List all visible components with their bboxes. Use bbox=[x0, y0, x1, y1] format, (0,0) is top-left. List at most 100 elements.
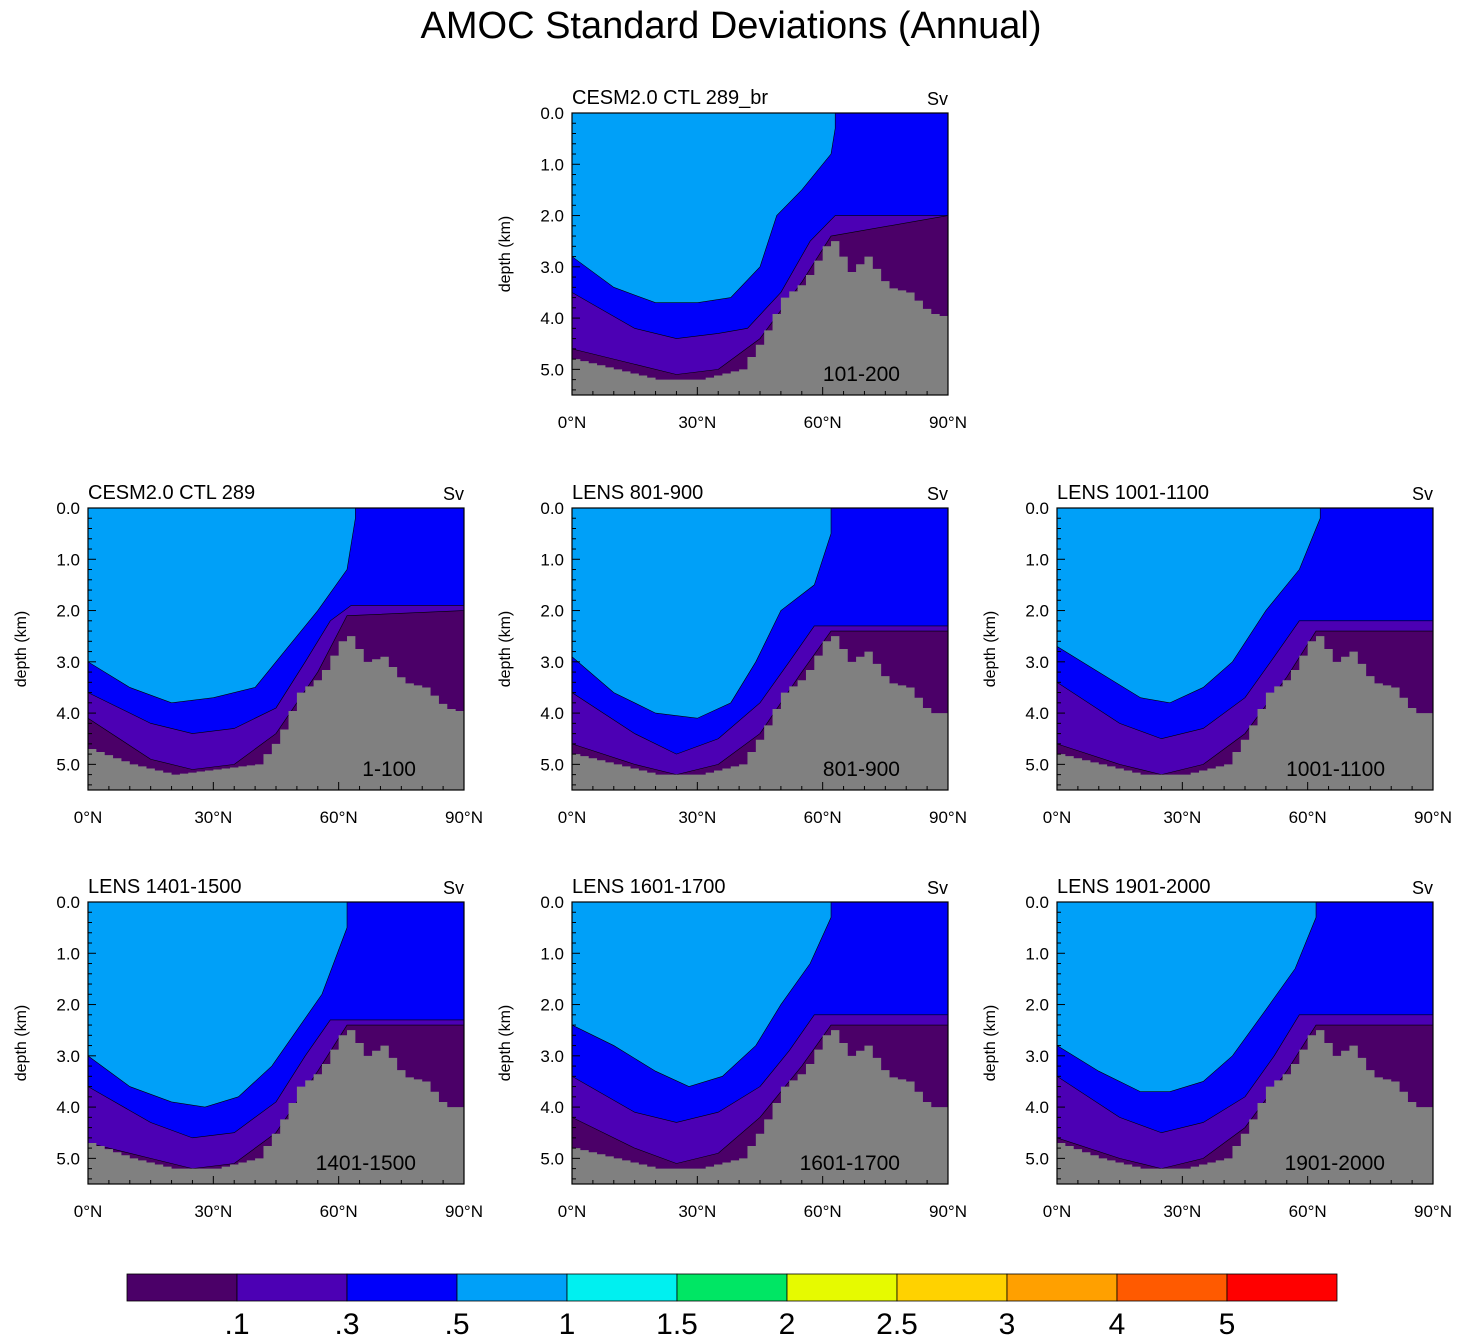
panel-units: Sv bbox=[927, 878, 948, 898]
y-tick-label: 3.0 bbox=[540, 653, 564, 672]
colorbar-swatch bbox=[1116, 1273, 1228, 1302]
panel-3: 0.0 1.0 2.0 3.0 4.0 5.0 0°N 30°N 60°N 90°N depth (… bbox=[497, 482, 967, 827]
colorbar-swatch bbox=[346, 1273, 458, 1302]
period-label: 1401-1500 bbox=[316, 1152, 416, 1175]
period-label: 1901-2000 bbox=[1285, 1152, 1385, 1175]
x-tick-label: 90°N bbox=[929, 413, 967, 432]
y-tick-label: 3.0 bbox=[56, 653, 80, 672]
contour-level-0.5 bbox=[88, 902, 348, 1108]
y-tick-label: 2.0 bbox=[56, 602, 80, 621]
panel-4: 0.0 1.0 2.0 3.0 4.0 5.0 0°N 30°N 60°N 90°N depth (… bbox=[982, 482, 1452, 827]
contour-level-0.5 bbox=[572, 508, 832, 719]
panel-5: 0.0 1.0 2.0 3.0 4.0 5.0 0°N 30°N 60°N 90°N depth (… bbox=[13, 876, 483, 1221]
x-tick-label: 90°N bbox=[929, 808, 967, 827]
panels: 0.0 1.0 2.0 3.0 4.0 5.0 0°N 30°N 60°N 90°N depth (… bbox=[13, 87, 1452, 1221]
plot-area bbox=[88, 902, 464, 1184]
plot-area bbox=[88, 508, 464, 790]
y-tick-label: 4.0 bbox=[56, 1098, 80, 1117]
x-tick-label: 60°N bbox=[804, 1202, 842, 1221]
y-tick-label: 1.0 bbox=[56, 944, 80, 963]
y-axis-label: depth (km) bbox=[497, 216, 514, 292]
bathymetry bbox=[1057, 636, 1433, 790]
panel-title: LENS 1601-1700 bbox=[572, 876, 725, 898]
panel-1: 0.0 1.0 2.0 3.0 4.0 5.0 0°N 30°N 60°N 90°N depth (… bbox=[497, 87, 967, 432]
x-tick-label: 30°N bbox=[194, 808, 232, 827]
x-tick-label: 30°N bbox=[194, 1202, 232, 1221]
period-label: 1001-1100 bbox=[1286, 758, 1385, 781]
colorbar-label: 3 bbox=[999, 1308, 1016, 1341]
x-tick-label: 30°N bbox=[1163, 1202, 1201, 1221]
panel-units: Sv bbox=[927, 484, 948, 504]
bathymetry bbox=[88, 1030, 464, 1184]
y-tick-label: 5.0 bbox=[1025, 755, 1049, 774]
y-tick-label: 0.0 bbox=[56, 499, 80, 518]
period-label: 101-200 bbox=[823, 363, 900, 386]
bathymetry bbox=[88, 636, 464, 790]
y-tick-label: 1.0 bbox=[56, 550, 80, 569]
y-axis-label: depth (km) bbox=[13, 1005, 30, 1081]
panel-2: 0.0 1.0 2.0 3.0 4.0 5.0 0°N 30°N 60°N 90°N depth (… bbox=[13, 482, 483, 827]
y-tick-label: 1.0 bbox=[1025, 944, 1049, 963]
panel-title: LENS 1901-2000 bbox=[1057, 876, 1210, 898]
colorbar-label: 2 bbox=[779, 1308, 796, 1341]
x-tick-label: 0°N bbox=[558, 413, 587, 432]
panel-title: LENS 801-900 bbox=[572, 482, 703, 504]
y-axis-label: depth (km) bbox=[982, 611, 999, 687]
contour-level-0.5 bbox=[1057, 902, 1317, 1093]
contour-level-0.5 bbox=[88, 508, 356, 704]
y-tick-label: 1.0 bbox=[540, 550, 564, 569]
y-tick-label: 2.0 bbox=[1025, 602, 1049, 621]
y-tick-label: 3.0 bbox=[1025, 653, 1049, 672]
y-tick-label: 5.0 bbox=[56, 755, 80, 774]
y-tick-label: 5.0 bbox=[540, 1149, 564, 1168]
x-tick-label: 0°N bbox=[74, 1202, 103, 1221]
panel-title: LENS 1001-1100 bbox=[1057, 482, 1209, 504]
colorbar-label: .3 bbox=[334, 1308, 359, 1341]
y-tick-label: 2.0 bbox=[540, 602, 564, 621]
y-tick-label: 4.0 bbox=[56, 704, 80, 723]
panel-title: CESM2.0 CTL 289_br bbox=[572, 87, 768, 109]
colorbar-label: .1 bbox=[224, 1308, 249, 1341]
y-tick-label: 2.0 bbox=[540, 996, 564, 1015]
x-tick-label: 60°N bbox=[1289, 808, 1327, 827]
panel-title: LENS 1401-1500 bbox=[88, 876, 241, 898]
colorbar-label: 4 bbox=[1109, 1308, 1126, 1341]
y-tick-label: 5.0 bbox=[1025, 1149, 1049, 1168]
y-tick-label: 4.0 bbox=[1025, 1098, 1049, 1117]
panel-units: Sv bbox=[443, 484, 464, 504]
x-tick-label: 60°N bbox=[320, 808, 358, 827]
figure-title: AMOC Standard Deviations (Annual) bbox=[421, 5, 1042, 47]
period-label: 1-100 bbox=[362, 758, 416, 781]
plot-area bbox=[572, 113, 948, 395]
x-tick-label: 30°N bbox=[1163, 808, 1201, 827]
colorbar-swatch bbox=[786, 1273, 898, 1302]
y-tick-label: 3.0 bbox=[56, 1047, 80, 1066]
panel-6: 0.0 1.0 2.0 3.0 4.0 5.0 0°N 30°N 60°N 90°N depth (… bbox=[497, 876, 967, 1221]
colorbar: .1 .3 .5 1 1.5 2 2.5 3 4 5 bbox=[126, 1273, 1338, 1341]
colorbar-swatch bbox=[566, 1273, 678, 1302]
y-tick-label: 4.0 bbox=[1025, 704, 1049, 723]
y-axis-label: depth (km) bbox=[497, 1005, 514, 1081]
x-tick-label: 90°N bbox=[445, 808, 483, 827]
x-tick-label: 0°N bbox=[74, 808, 103, 827]
y-axis-label: depth (km) bbox=[982, 1005, 999, 1081]
y-tick-label: 5.0 bbox=[540, 755, 564, 774]
x-tick-label: 90°N bbox=[1414, 1202, 1452, 1221]
panel-units: Sv bbox=[1412, 484, 1433, 504]
bathymetry bbox=[572, 241, 948, 395]
y-tick-label: 5.0 bbox=[56, 1149, 80, 1168]
x-tick-label: 90°N bbox=[445, 1202, 483, 1221]
contour-level-0.5 bbox=[572, 902, 832, 1087]
x-tick-label: 60°N bbox=[804, 808, 842, 827]
x-tick-label: 30°N bbox=[678, 1202, 716, 1221]
y-tick-label: 3.0 bbox=[1025, 1047, 1049, 1066]
contour-level-0.5 bbox=[572, 113, 836, 304]
panel-units: Sv bbox=[927, 89, 948, 109]
x-tick-label: 90°N bbox=[1414, 808, 1452, 827]
y-tick-label: 2.0 bbox=[540, 207, 564, 226]
colorbar-label: 1 bbox=[559, 1308, 576, 1341]
panel-units: Sv bbox=[1412, 878, 1433, 898]
colorbar-swatch bbox=[236, 1273, 348, 1302]
colorbar-label: 2.5 bbox=[876, 1308, 918, 1341]
colorbar-label: 1.5 bbox=[656, 1308, 698, 1341]
